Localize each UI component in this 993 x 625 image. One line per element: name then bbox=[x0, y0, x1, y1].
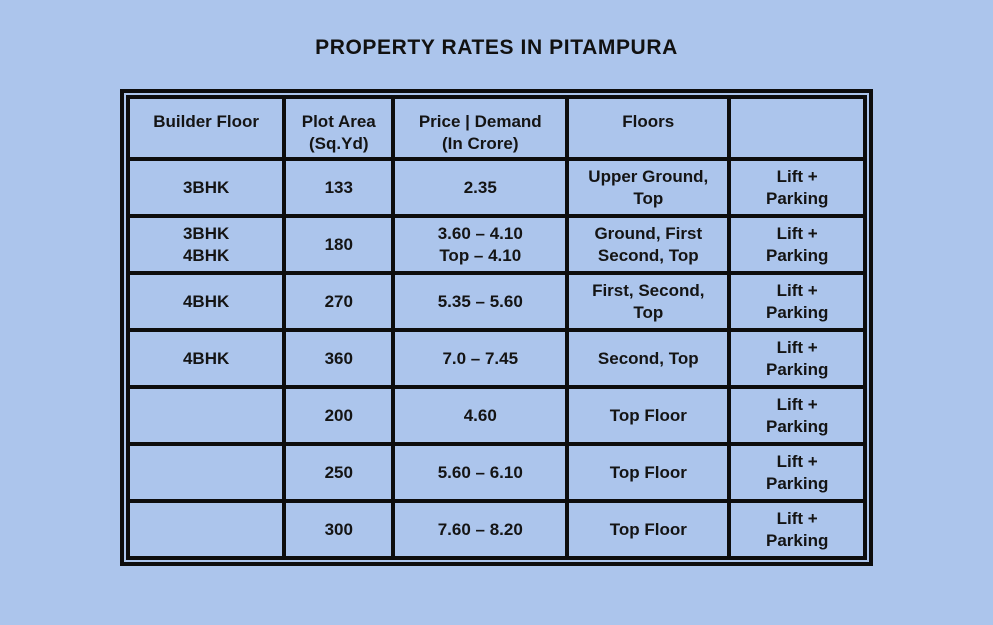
header-price-demand: Price | Demand (In Crore) bbox=[391, 94, 570, 162]
header-floors: Floors bbox=[565, 94, 732, 162]
cell-price: 4.60 bbox=[391, 385, 570, 447]
cell-price: 3.60 – 4.10 Top – 4.10 bbox=[391, 214, 570, 276]
table-row: 200 4.60 Top Floor Lift + Parking bbox=[125, 385, 867, 447]
cell-builder-floor bbox=[125, 385, 287, 447]
cell-plot-area: 200 bbox=[282, 385, 396, 447]
cell-plot-area: 360 bbox=[282, 328, 396, 390]
cell-floors: Top Floor bbox=[565, 442, 732, 504]
cell-floors: Top Floor bbox=[565, 385, 732, 447]
table-row: 3BHK 4BHK 180 3.60 – 4.10 Top – 4.10 Gro… bbox=[125, 214, 867, 276]
cell-amenities: Lift + Parking bbox=[727, 442, 867, 504]
cell-amenities: Lift + Parking bbox=[727, 385, 867, 447]
cell-plot-area: 133 bbox=[282, 157, 396, 219]
cell-floors: Top Floor bbox=[565, 499, 732, 561]
cell-amenities: Lift + Parking bbox=[727, 157, 867, 219]
cell-price: 5.35 – 5.60 bbox=[391, 271, 570, 333]
header-amenities bbox=[727, 94, 867, 162]
cell-plot-area: 250 bbox=[282, 442, 396, 504]
cell-builder-floor: 3BHK bbox=[125, 157, 287, 219]
cell-builder-floor bbox=[125, 442, 287, 504]
cell-amenities: Lift + Parking bbox=[727, 499, 867, 561]
cell-builder-floor: 4BHK bbox=[125, 328, 287, 390]
table-row: 4BHK 270 5.35 – 5.60 First, Second, Top … bbox=[125, 271, 867, 333]
cell-builder-floor: 3BHK 4BHK bbox=[125, 214, 287, 276]
cell-price: 7.0 – 7.45 bbox=[391, 328, 570, 390]
cell-plot-area: 300 bbox=[282, 499, 396, 561]
table-row: 250 5.60 – 6.10 Top Floor Lift + Parking bbox=[125, 442, 867, 504]
cell-amenities: Lift + Parking bbox=[727, 328, 867, 390]
cell-builder-floor: 4BHK bbox=[125, 271, 287, 333]
cell-builder-floor bbox=[125, 499, 287, 561]
table-row: 3BHK 133 2.35 Upper Ground, Top Lift + P… bbox=[125, 157, 867, 219]
cell-price: 5.60 – 6.10 bbox=[391, 442, 570, 504]
cell-amenities: Lift + Parking bbox=[727, 271, 867, 333]
page-title: PROPERTY RATES IN PITAMPURA bbox=[315, 36, 678, 59]
property-rates-table: Builder Floor Plot Area (Sq.Yd) Price | … bbox=[125, 94, 867, 561]
cell-floors: Ground, First Second, Top bbox=[565, 214, 732, 276]
cell-floors: Second, Top bbox=[565, 328, 732, 390]
cell-plot-area: 270 bbox=[282, 271, 396, 333]
header-plot-area: Plot Area (Sq.Yd) bbox=[282, 94, 396, 162]
cell-amenities: Lift + Parking bbox=[727, 214, 867, 276]
table-row: 300 7.60 – 8.20 Top Floor Lift + Parking bbox=[125, 499, 867, 561]
header-builder-floor: Builder Floor bbox=[125, 94, 287, 162]
cell-floors: First, Second, Top bbox=[565, 271, 732, 333]
header-row: Builder Floor Plot Area (Sq.Yd) Price | … bbox=[125, 94, 867, 162]
cell-plot-area: 180 bbox=[282, 214, 396, 276]
cell-price: 2.35 bbox=[391, 157, 570, 219]
table-frame: Builder Floor Plot Area (Sq.Yd) Price | … bbox=[120, 89, 873, 567]
cell-floors: Upper Ground, Top bbox=[565, 157, 732, 219]
table-row: 4BHK 360 7.0 – 7.45 Second, Top Lift + P… bbox=[125, 328, 867, 390]
cell-price: 7.60 – 8.20 bbox=[391, 499, 570, 561]
